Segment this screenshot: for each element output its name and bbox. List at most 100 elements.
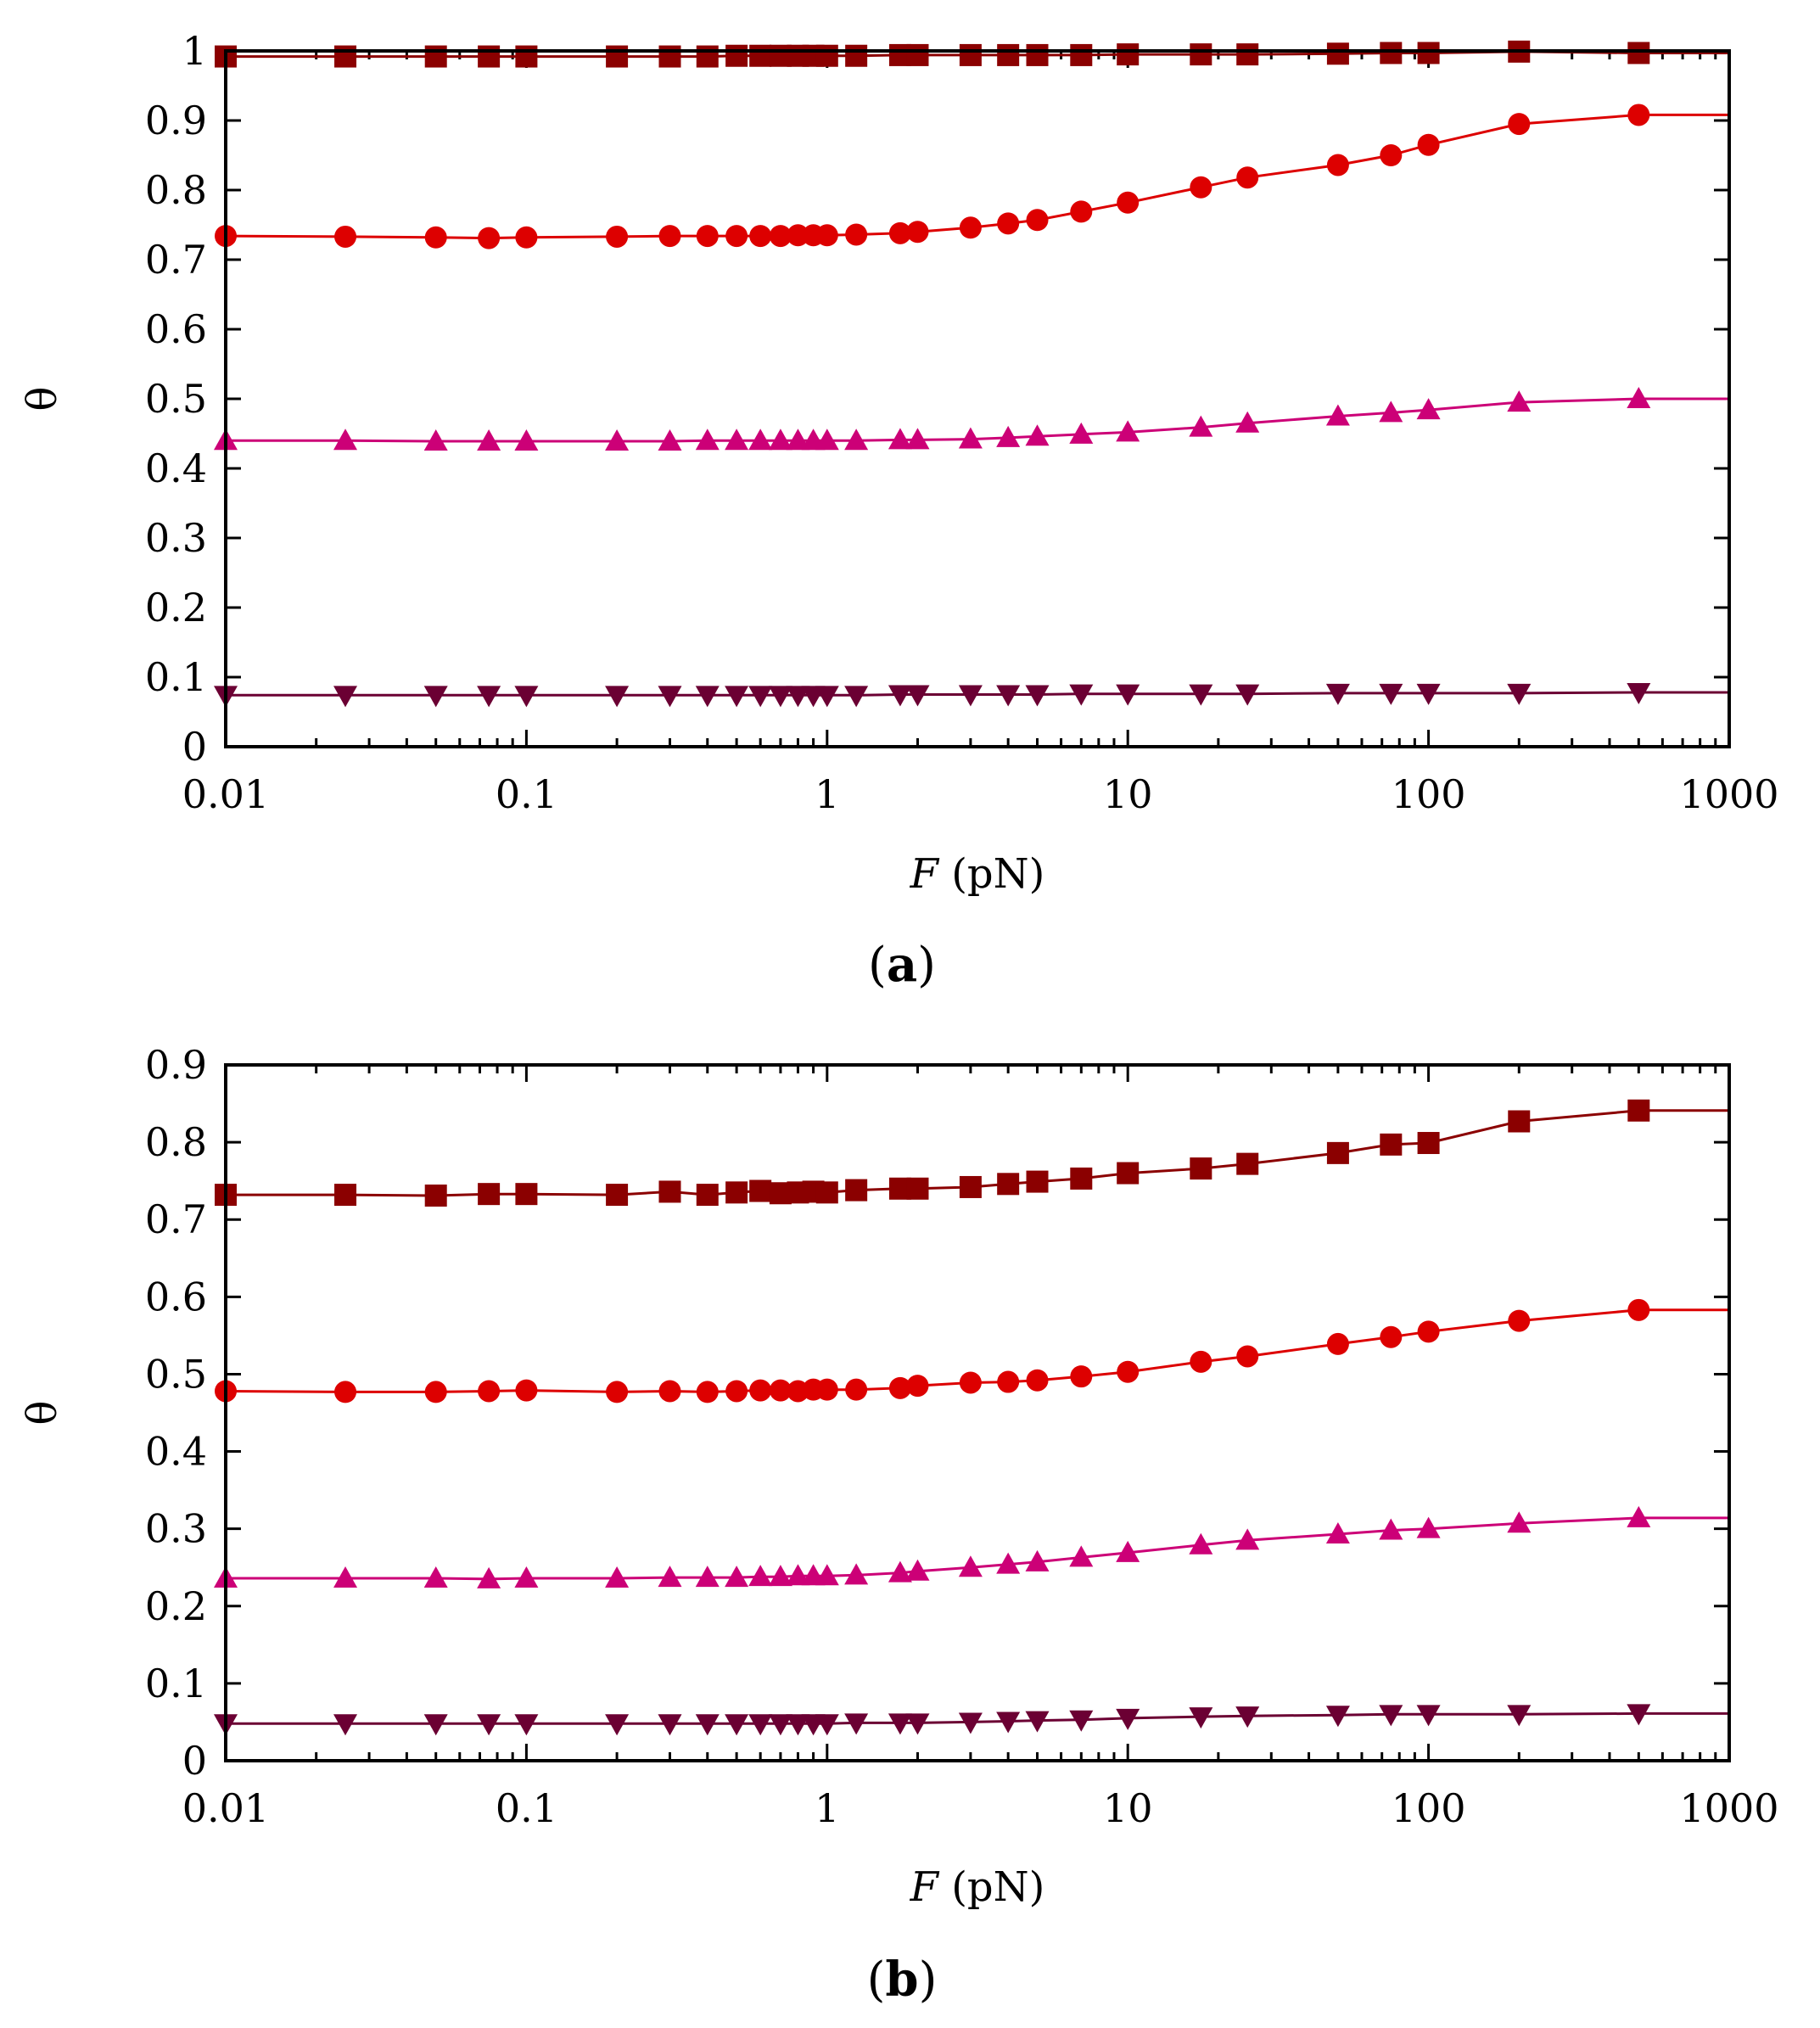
panel-b-y-tick-label: 0 [182,1738,207,1784]
panel-b-point-squares [1026,1170,1049,1193]
panel-b-point-squares [749,1179,772,1202]
panel-b-point-squares [1117,1162,1140,1185]
panel-a-point-triangles-down [815,686,839,708]
panel-a-series-line-triangles-down [226,691,1729,697]
panel-b-point-squares [1326,1141,1349,1164]
panel-b-point-circles [334,1381,357,1403]
panel-a-point-triangles-up [477,429,501,451]
panel-b-point-triangles-down [815,1714,839,1736]
panel-b-point-triangles-down [748,1714,773,1736]
panel-a-point-triangles-up [514,429,539,451]
panel-b-y-tick-label: 0.5 [145,1351,207,1397]
panel-a-point-circles [997,212,1020,235]
panel-a-point-squares [1380,42,1403,64]
panel-a-point-squares [1627,42,1650,64]
panel-b-point-squares [334,1184,357,1207]
panel-a-point-circles [1236,166,1259,189]
panel-a-point-squares [906,43,929,66]
panel-a-point-triangles-up [1379,401,1403,423]
panel-b-x-tick-label: 100 [1392,1785,1466,1831]
panel-b-point-triangles-up [658,1566,682,1588]
panel-a-point-triangles-up [888,428,912,450]
panel-a-point-circles [1190,176,1212,199]
panel-a-y-tick-label: 0.6 [145,306,207,352]
panel-b-point-circles [845,1378,868,1401]
panel-a-y-tick-label: 0.7 [145,237,207,283]
panel-a-point-squares [658,45,681,68]
panel-a-x-tick-label: 100 [1392,771,1466,817]
panel-b-point-circles [424,1381,447,1403]
panel-b-point-triangles-down [844,1713,869,1735]
panel-a-point-squares [959,43,982,66]
panel-a-point-triangles-up [658,429,682,451]
panel-b-point-triangles-up [748,1565,773,1587]
panel-a-y-tick-label: 1 [182,28,207,74]
panel-a-point-triangles-down [786,686,810,708]
panel-b-point-triangles-up [695,1566,720,1588]
panel-a-point-triangles-down [725,686,749,708]
panel-a-point-triangles-up [1627,387,1651,408]
panel-b-point-triangles-down [423,1714,448,1736]
panel-a-point-triangles-up [768,429,792,451]
panel-a-point-triangles-down [748,686,773,708]
panel-a-point-squares [1236,43,1259,66]
panel-a-point-squares [1326,42,1349,65]
panel-b-point-circles [606,1381,629,1403]
panel-b-point-squares [959,1175,982,1198]
panel-b-point-triangles-up [844,1563,869,1585]
panel-a-point-circles [959,216,982,239]
panel-a-x-axis-label: F (pN) [910,850,1045,898]
panel-b-point-triangles-up [1025,1549,1050,1571]
panel-b-point-circles [1508,1309,1531,1332]
panel-b-point-triangles-up [1069,1545,1094,1567]
panel-b-series-line-triangles-up [226,1516,1729,1581]
panel-a-point-triangles-up [695,429,720,451]
panel-b-point-squares [815,1181,838,1204]
panel-a-x-tick-label: 0.01 [182,771,269,817]
panel-b-point-circles [815,1378,838,1401]
panel-b-point-circles [749,1379,772,1402]
panel-b-frame [224,1063,1731,1762]
panel-b-point-squares [1627,1099,1650,1122]
panel-b-point-squares [1190,1157,1212,1180]
panel-a-point-triangles-up [1416,398,1441,420]
panel-b-point-squares [515,1183,538,1206]
panel-a-point-circles [1417,133,1440,156]
panel-b-y-tick-label: 0.2 [145,1583,207,1629]
panel-a-y-tick-label: 0.9 [145,98,207,143]
panel-b-point-triangles-down [1627,1704,1651,1726]
panel-b-point-circles [1380,1325,1403,1348]
panel-a-plot-area: 0 0.1 0.2 0.3 0.4 0.5 0.6 0.7 0.8 0.9 1 0.01 0.1 1 10 1… [145,28,1779,817]
panel-b-y-tick-label: 0.9 [145,1042,207,1088]
panel-b-caption: (b) [867,1952,938,2008]
panel-b-point-triangles-down [1189,1707,1213,1729]
panel-b-point-triangles-up [958,1555,983,1577]
panel-b-point-triangles-up [514,1566,539,1588]
panel-b-point-squares [845,1179,868,1202]
panel-b-point-squares [997,1173,1020,1196]
panel-a-point-triangles-down [605,686,630,708]
panel-b-point-circles [1326,1332,1349,1355]
panel-b-point-triangles-up [768,1565,792,1587]
panel-b-point-circles [888,1376,911,1399]
panel-b-point-triangles-up [996,1552,1021,1574]
panel-a-point-squares [515,45,538,68]
panel-b-point-squares [696,1184,719,1207]
panel-b-point-squares [1380,1133,1403,1156]
panel-b-point-triangles-down [658,1714,682,1736]
panel-b-x-tick-label: 0.1 [496,1785,557,1831]
panel-b-point-circles [1627,1298,1650,1321]
panel-a-point-triangles-up [1507,390,1532,412]
panel-a-point-circles [888,221,911,244]
panel-a-point-squares [815,44,838,67]
panel-a-point-circles [845,223,868,246]
panel-a-point-triangles-down [1116,684,1140,706]
panel-b-point-triangles-down [725,1714,749,1736]
panel-b-point-triangles-down [1507,1705,1532,1727]
panel-b-series-line-triangles-down [226,1711,1729,1725]
panel-b-point-triangles-down [905,1713,930,1735]
panel-a-point-triangles-down [1025,685,1050,707]
panel-b-point-squares [1508,1110,1531,1133]
panel-b-point-triangles-down [477,1714,501,1736]
panel-a-point-triangles-up [1235,411,1260,433]
